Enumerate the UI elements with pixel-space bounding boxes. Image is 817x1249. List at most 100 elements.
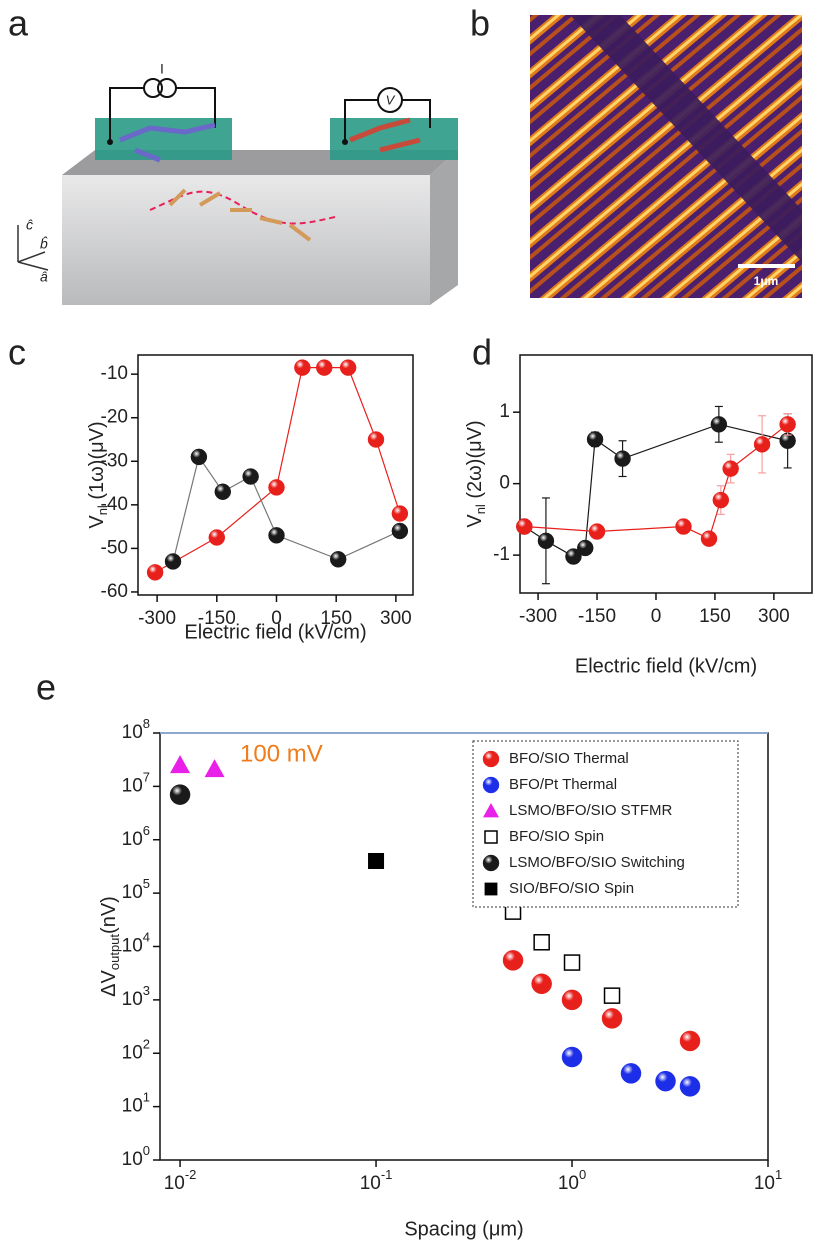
tick-label-exponent: -2 bbox=[185, 1167, 197, 1182]
legend-label: BFO/SIO Thermal bbox=[509, 750, 629, 767]
marker bbox=[242, 468, 259, 485]
marker bbox=[679, 1076, 701, 1097]
marker bbox=[483, 803, 499, 818]
y-axis-label: Vnl (1ω)(μV) bbox=[86, 421, 110, 528]
tick-label-exponent: 5 bbox=[143, 877, 150, 892]
tick-label: -60 bbox=[101, 581, 128, 602]
tick-label: -40 bbox=[101, 494, 128, 515]
annotation: 100 mV bbox=[240, 740, 323, 767]
tick-label: -10 bbox=[101, 363, 128, 384]
tick-label: 10-2 bbox=[164, 1167, 197, 1194]
tick-label-exponent: 8 bbox=[143, 716, 150, 731]
tick-label: -20 bbox=[101, 407, 128, 428]
tick-label-base: 10 bbox=[122, 722, 143, 743]
tick-label: -30 bbox=[101, 450, 128, 471]
marker bbox=[484, 882, 498, 896]
tick-label: 10-1 bbox=[360, 1167, 393, 1194]
marker bbox=[603, 987, 621, 1004]
axis-label: ĉ bbox=[26, 217, 33, 233]
legend-label: LSMO/BFO/SIO STFMR bbox=[509, 802, 673, 819]
tick-label: -150 bbox=[198, 608, 236, 629]
tick-label: 150 bbox=[320, 608, 352, 629]
legend-label: BFO/Pt Thermal bbox=[509, 776, 617, 793]
x-axis-label: Electric field (kV/cm) bbox=[184, 621, 366, 643]
tick-label-base: 10 bbox=[122, 1042, 143, 1063]
y-label-rest: (1ω)(μV) bbox=[86, 421, 108, 505]
marker bbox=[531, 973, 552, 995]
marker bbox=[170, 755, 191, 774]
marker bbox=[164, 553, 182, 570]
marker bbox=[339, 359, 357, 376]
marker bbox=[329, 551, 347, 568]
tick-label: 0 bbox=[271, 608, 282, 629]
marker bbox=[146, 564, 164, 581]
marker bbox=[502, 950, 524, 971]
marker bbox=[268, 479, 285, 496]
tick-label: 150 bbox=[699, 606, 731, 627]
tick-label: 0 bbox=[651, 606, 662, 627]
tick-label-exponent: 1 bbox=[143, 1090, 150, 1105]
tick-label: 101 bbox=[754, 1167, 782, 1194]
y-label-main: V bbox=[86, 515, 108, 529]
marker bbox=[561, 1046, 583, 1068]
tick-label-base: 10 bbox=[558, 1173, 579, 1194]
tick-label-base: 10 bbox=[122, 1149, 143, 1170]
tick-label: -1 bbox=[493, 544, 510, 565]
axis-label: b̂ bbox=[40, 235, 48, 251]
marker bbox=[710, 416, 728, 433]
marker bbox=[620, 1063, 642, 1084]
tick-label: 300 bbox=[758, 606, 790, 627]
tick-label: 106 bbox=[122, 823, 150, 850]
tick-label-exponent: 1 bbox=[775, 1167, 782, 1182]
y-label-sub: nl bbox=[473, 504, 488, 514]
tick-label: 105 bbox=[122, 877, 150, 904]
legend-frame bbox=[472, 740, 739, 908]
legend-label: LSMO/BFO/SIO Switching bbox=[509, 854, 685, 871]
tick-label-exponent: 6 bbox=[143, 823, 150, 838]
marker bbox=[208, 529, 226, 546]
y-label-sub: output bbox=[107, 934, 122, 971]
marker bbox=[391, 505, 409, 522]
tick-label-exponent: 0 bbox=[143, 1143, 150, 1158]
marker bbox=[561, 989, 583, 1011]
marker bbox=[712, 491, 730, 509]
marker bbox=[391, 522, 409, 540]
marker bbox=[533, 934, 550, 951]
marker bbox=[368, 852, 385, 869]
tick-label-base: 10 bbox=[122, 936, 143, 957]
marker bbox=[482, 854, 500, 872]
x-axis-label: Electric field (kV/cm) bbox=[575, 655, 757, 677]
marker bbox=[294, 359, 311, 376]
marker bbox=[482, 750, 500, 768]
marker bbox=[563, 954, 581, 971]
panel-label: c bbox=[8, 332, 26, 373]
tick-label: 300 bbox=[380, 608, 412, 629]
tick-label-exponent: 7 bbox=[143, 770, 150, 785]
panel-label: a bbox=[8, 3, 29, 44]
marker bbox=[586, 431, 604, 448]
tick-label-exponent: 2 bbox=[143, 1037, 150, 1052]
x-axis-label: Spacing (μm) bbox=[404, 1218, 523, 1240]
tick-label-exponent: -1 bbox=[381, 1167, 393, 1182]
marker bbox=[565, 548, 582, 565]
tick-label: 0 bbox=[499, 473, 510, 494]
marker bbox=[516, 518, 533, 535]
tick-label: 1 bbox=[499, 401, 510, 422]
tick-label: -300 bbox=[138, 608, 176, 629]
y-label-main: ΔV bbox=[98, 969, 120, 996]
series-line bbox=[154, 367, 401, 573]
marker bbox=[316, 359, 333, 376]
tick-label: 100 bbox=[122, 1143, 150, 1170]
y-label-rest: (2ω)(μV) bbox=[464, 420, 486, 504]
marker bbox=[675, 518, 692, 535]
tick-label: 103 bbox=[122, 983, 150, 1010]
schematic: I V ĉ b̂ â bbox=[17, 61, 458, 305]
tick-label-base: 10 bbox=[164, 1173, 185, 1194]
afm-image: 1μm bbox=[530, 15, 802, 298]
tick-label-base: 10 bbox=[122, 829, 143, 850]
tick-label: 108 bbox=[122, 716, 150, 743]
voltmeter-label: V bbox=[386, 92, 396, 107]
marker bbox=[576, 539, 594, 557]
y-axis-label: Vnl (2ω)(μV) bbox=[464, 420, 488, 527]
marker bbox=[482, 776, 500, 794]
